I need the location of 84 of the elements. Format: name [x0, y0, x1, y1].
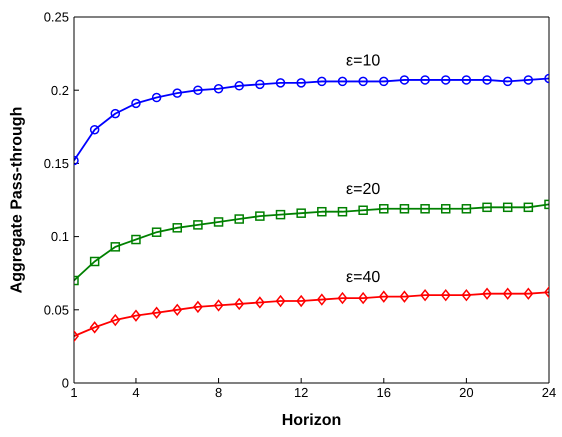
point — [482, 288, 492, 300]
point — [502, 288, 512, 300]
point — [296, 208, 306, 218]
point — [276, 295, 286, 307]
point — [420, 75, 430, 85]
point — [524, 288, 534, 300]
point — [152, 227, 162, 237]
point — [440, 75, 450, 85]
point — [379, 290, 389, 302]
point — [131, 98, 141, 108]
point — [214, 300, 224, 312]
point — [90, 322, 100, 334]
point — [255, 296, 265, 308]
point — [276, 210, 286, 220]
x-tick-label: 24 — [542, 385, 556, 400]
point — [296, 78, 306, 88]
point — [234, 214, 244, 224]
x-tick-label: 16 — [376, 385, 392, 400]
point — [524, 202, 534, 212]
point — [110, 314, 120, 326]
point — [338, 206, 348, 216]
point — [214, 84, 224, 94]
point — [462, 289, 472, 301]
point — [358, 76, 368, 86]
point — [172, 88, 182, 98]
point — [152, 306, 162, 318]
series-label: ε=40 — [346, 269, 380, 286]
y-tick-label: 0.1 — [50, 229, 69, 244]
point — [482, 202, 492, 212]
point — [462, 75, 472, 85]
point — [379, 76, 389, 86]
y-tick-label: 0.2 — [50, 82, 69, 98]
point — [193, 220, 203, 230]
y-tick-label: 0 — [62, 376, 69, 391]
point — [440, 204, 450, 214]
point — [131, 234, 141, 244]
x-tick-label: 12 — [294, 385, 308, 400]
point — [172, 223, 182, 233]
point — [462, 204, 472, 214]
point — [234, 81, 244, 91]
point — [400, 75, 410, 85]
x-tick-label: 4 — [132, 385, 140, 400]
series-label: ε=10 — [346, 52, 380, 70]
point — [214, 217, 224, 227]
point — [234, 298, 244, 310]
y-tick-label: 0.15 — [44, 156, 69, 172]
x-axis-title: Horizon — [282, 412, 342, 429]
point — [482, 75, 492, 85]
point — [255, 80, 265, 90]
x-tick-label: 1 — [70, 385, 78, 400]
point — [110, 108, 120, 118]
x-tick-label: 8 — [214, 385, 222, 400]
y-tick-label: 0.25 — [44, 10, 69, 25]
x-tick-label: 20 — [459, 385, 474, 400]
point — [317, 76, 327, 86]
point — [90, 124, 100, 134]
point — [358, 206, 368, 215]
series-label: ε=20 — [346, 181, 380, 198]
point — [110, 242, 120, 252]
point — [379, 204, 389, 214]
point — [255, 211, 265, 221]
point — [296, 295, 306, 307]
point — [90, 256, 100, 266]
point — [172, 304, 182, 316]
point — [338, 292, 348, 304]
point — [400, 290, 410, 302]
point — [193, 85, 203, 95]
point — [276, 78, 286, 88]
point — [420, 204, 430, 214]
point — [358, 292, 368, 304]
point — [317, 206, 327, 216]
point — [400, 204, 410, 214]
point — [131, 310, 141, 322]
point — [502, 76, 512, 86]
point — [524, 75, 534, 85]
y-axis-title: Aggregate Pass-through — [8, 106, 26, 294]
point — [420, 289, 430, 301]
point — [193, 301, 203, 313]
point — [152, 92, 162, 102]
point — [502, 202, 512, 212]
point — [440, 289, 450, 301]
point — [338, 76, 348, 86]
point — [317, 294, 327, 306]
y-tick-label: 0.05 — [44, 302, 69, 318]
